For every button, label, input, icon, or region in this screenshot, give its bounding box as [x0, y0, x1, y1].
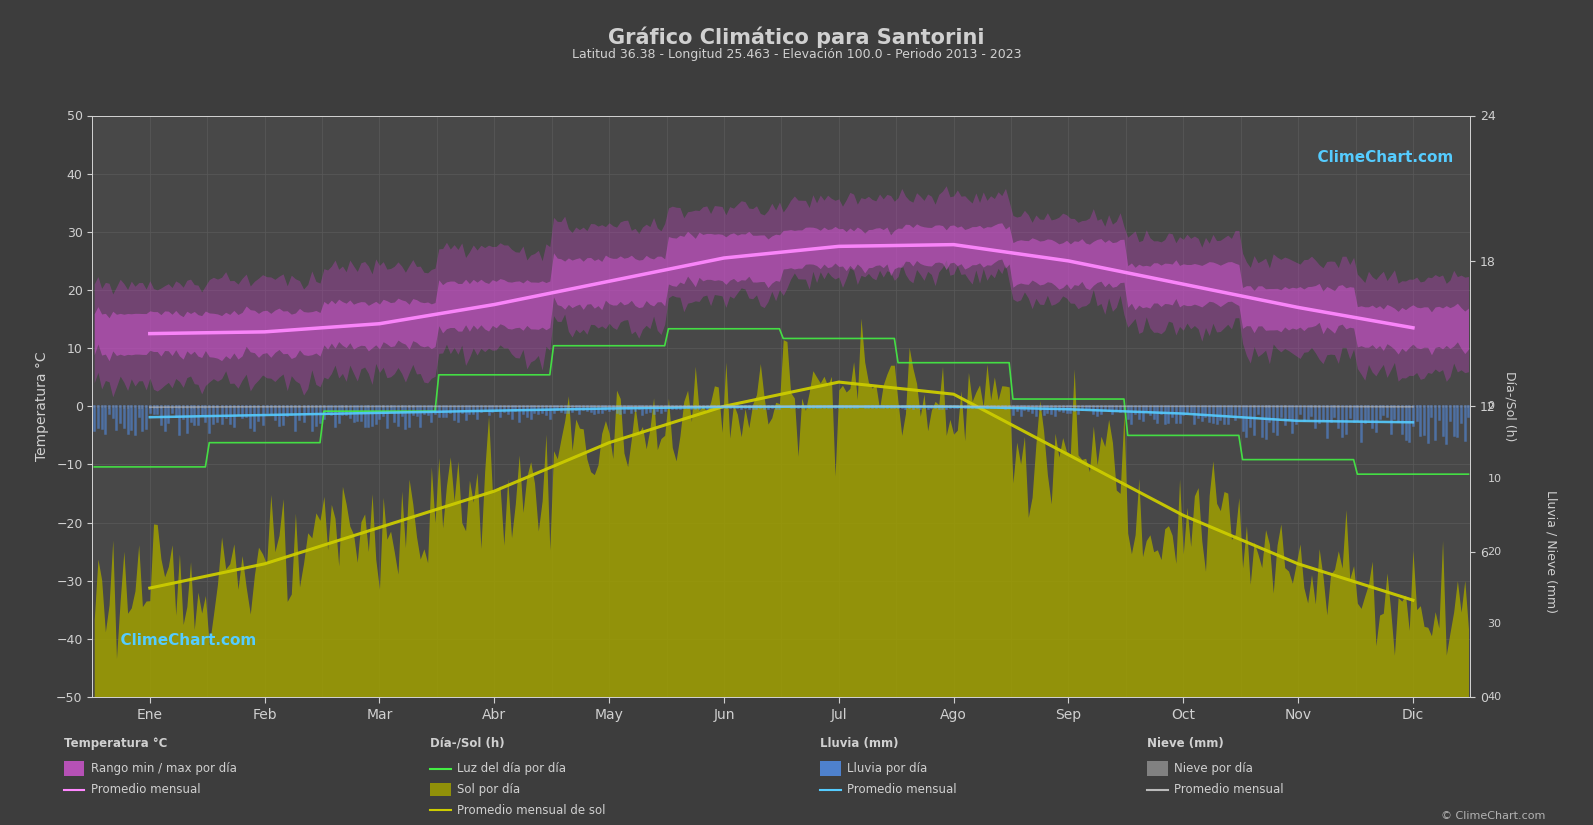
- Text: Día-/Sol (h): Día-/Sol (h): [430, 737, 505, 750]
- Text: Lluvia / Nieve (mm): Lluvia / Nieve (mm): [1544, 490, 1558, 613]
- Text: 40: 40: [1488, 692, 1502, 702]
- Text: 20: 20: [1488, 547, 1502, 557]
- Text: 0: 0: [1488, 401, 1494, 412]
- Text: Latitud 36.38 - Longitud 25.463 - Elevación 100.0 - Periodo 2013 - 2023: Latitud 36.38 - Longitud 25.463 - Elevac…: [572, 48, 1021, 61]
- Text: Temperatura °C: Temperatura °C: [64, 737, 167, 750]
- Text: Luz del día por día: Luz del día por día: [457, 762, 566, 776]
- Text: 10: 10: [1488, 474, 1502, 484]
- Text: Promedio mensual: Promedio mensual: [91, 783, 201, 796]
- Text: Nieve (mm): Nieve (mm): [1147, 737, 1223, 750]
- Text: Rango min / max por día: Rango min / max por día: [91, 762, 237, 776]
- Text: 30: 30: [1488, 620, 1502, 629]
- Text: ClimeChart.com: ClimeChart.com: [110, 633, 256, 648]
- Text: Promedio mensual: Promedio mensual: [1174, 783, 1284, 796]
- Text: ClimeChart.com: ClimeChart.com: [1306, 150, 1453, 165]
- Text: Promedio mensual: Promedio mensual: [847, 783, 957, 796]
- Text: Nieve por día: Nieve por día: [1174, 762, 1254, 776]
- Text: Sol por día: Sol por día: [457, 783, 521, 796]
- Text: © ClimeChart.com: © ClimeChart.com: [1440, 811, 1545, 821]
- Text: Promedio mensual de sol: Promedio mensual de sol: [457, 804, 605, 817]
- Y-axis label: Temperatura °C: Temperatura °C: [35, 351, 49, 461]
- Y-axis label: Día-/Sol (h): Día-/Sol (h): [1504, 371, 1517, 441]
- Text: Lluvia (mm): Lluvia (mm): [820, 737, 898, 750]
- Text: Gráfico Climático para Santorini: Gráfico Climático para Santorini: [609, 26, 984, 48]
- Text: Lluvia por día: Lluvia por día: [847, 762, 927, 776]
